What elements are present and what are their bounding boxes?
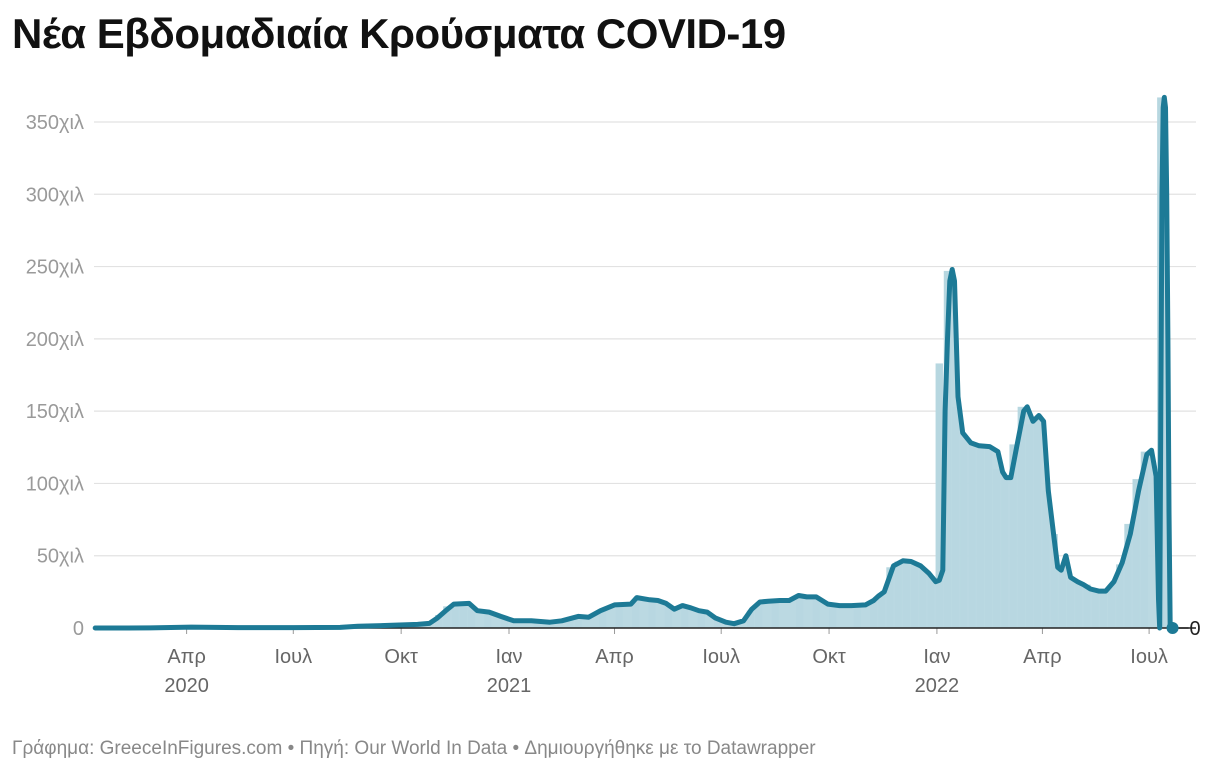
series-lines	[92, 94, 1196, 631]
y-tick-label: 250χιλ	[26, 257, 84, 279]
x-tick-label: Ιουλ	[274, 646, 312, 668]
y-tick-label: 150χιλ	[26, 401, 84, 423]
end-point	[1166, 622, 1179, 634]
end-markers: 0	[1166, 618, 1201, 640]
y-tick-label: 100χιλ	[26, 473, 84, 495]
chart-title: Νέα Εβδομαδιαία Κρούσματα COVID-19	[12, 10, 786, 57]
x-tick-year: 2020	[164, 675, 209, 697]
x-tick-label: Απρ	[167, 646, 206, 668]
x-tick-label: Ιουλ	[702, 646, 740, 668]
x-tick-year: 2021	[487, 675, 532, 697]
y-axis-ticks: 0 50χιλ 100χιλ 150χιλ 200χιλ 250χιλ 300χιλ 350χ…	[26, 112, 84, 640]
y-tick-label: 300χιλ	[26, 184, 84, 206]
y-tick-label: 200χιλ	[26, 329, 84, 351]
y-tick-label: 50χιλ	[37, 546, 84, 568]
x-tick-label: Ιαν	[923, 646, 950, 668]
end-value-label: 0	[1190, 618, 1201, 640]
x-tick-label: Οκτ	[812, 646, 846, 668]
x-tick-label: Απρ	[1023, 646, 1062, 668]
y-tick-label: 350χιλ	[26, 112, 84, 134]
weekly-bar	[935, 363, 943, 628]
y-tick-label: 0	[73, 618, 84, 640]
series-area	[95, 97, 1173, 628]
x-tick-label: Ιουλ	[1130, 646, 1168, 668]
x-tick-year: 2022	[915, 675, 960, 697]
series-line	[92, 94, 1176, 631]
chart-footer: Γράφημα: GreeceInFigures.com • Πηγή: Our…	[12, 738, 816, 759]
grid-lines	[94, 121, 1196, 557]
x-tick-label: Οκτ	[384, 646, 418, 668]
x-tick-label: Απρ	[595, 646, 634, 668]
x-axis-ticks: Απρ 2020 Ιουλ Οκτ Ιαν 2021 Απρ Ιουλ Οκτ Ιαν 2022 Απ…	[164, 628, 1168, 697]
x-tick-label: Ιαν	[495, 646, 522, 668]
